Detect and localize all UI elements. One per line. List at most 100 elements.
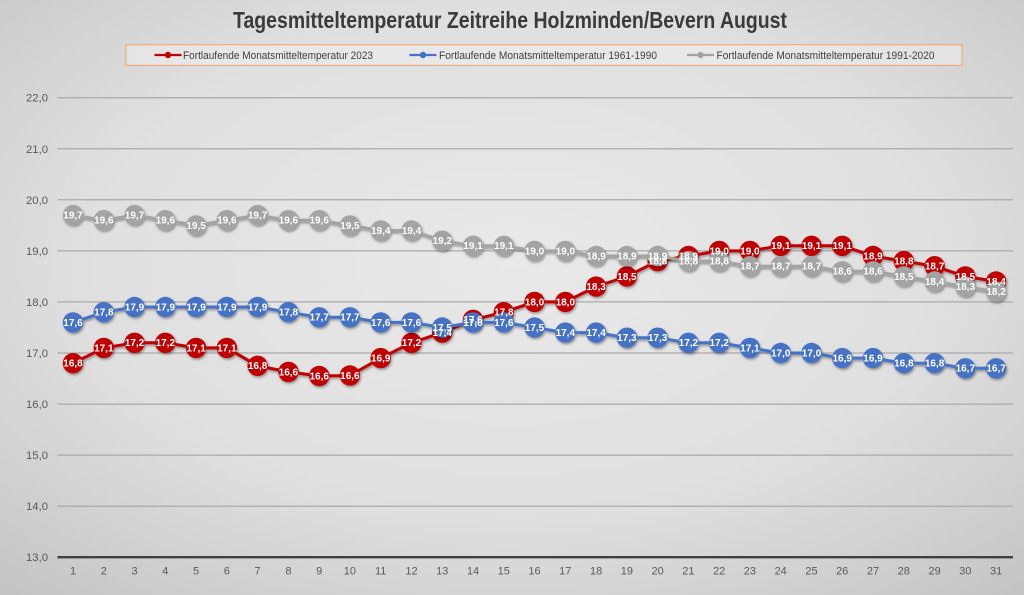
svg-text:17,5: 17,5: [525, 323, 545, 334]
svg-text:19: 19: [621, 566, 633, 578]
svg-text:17,6: 17,6: [63, 318, 83, 329]
svg-text:14: 14: [467, 566, 479, 578]
svg-text:10: 10: [344, 566, 356, 578]
svg-text:18,0: 18,0: [26, 297, 48, 309]
svg-text:4: 4: [162, 566, 168, 578]
svg-text:23: 23: [744, 566, 756, 578]
svg-text:18,0: 18,0: [525, 297, 545, 308]
svg-text:17,7: 17,7: [340, 313, 360, 324]
svg-text:19,5: 19,5: [340, 221, 360, 232]
svg-text:18,6: 18,6: [832, 267, 852, 278]
svg-text:19,0: 19,0: [525, 246, 545, 257]
svg-text:17,9: 17,9: [186, 302, 206, 313]
svg-text:18,9: 18,9: [617, 251, 637, 262]
svg-text:18,8: 18,8: [679, 257, 699, 268]
svg-text:22: 22: [713, 566, 725, 578]
svg-text:19,6: 19,6: [279, 216, 299, 227]
svg-text:21,0: 21,0: [26, 144, 48, 156]
svg-text:16,8: 16,8: [63, 359, 83, 370]
svg-text:18,9: 18,9: [648, 251, 668, 262]
svg-text:17,9: 17,9: [156, 302, 176, 313]
svg-text:17,8: 17,8: [494, 308, 514, 319]
svg-text:30: 30: [959, 566, 971, 578]
svg-text:19,1: 19,1: [832, 241, 852, 252]
svg-text:3: 3: [131, 566, 137, 578]
svg-text:16,7: 16,7: [986, 364, 1006, 375]
svg-text:16,6: 16,6: [279, 367, 299, 378]
svg-text:Fortlaufende Monatsmitteltempe: Fortlaufende Monatsmitteltemperatur 1991…: [717, 50, 935, 62]
svg-text:31: 31: [990, 566, 1002, 578]
svg-text:18,7: 18,7: [771, 262, 791, 273]
svg-text:19,1: 19,1: [494, 241, 514, 252]
svg-text:17,9: 17,9: [125, 302, 145, 313]
svg-text:18,8: 18,8: [894, 257, 914, 268]
svg-text:22,0: 22,0: [26, 93, 48, 105]
svg-text:19,6: 19,6: [94, 216, 114, 227]
svg-text:5: 5: [193, 566, 199, 578]
svg-text:19,0: 19,0: [709, 246, 729, 257]
svg-text:19,0: 19,0: [556, 246, 576, 257]
svg-text:16,8: 16,8: [925, 359, 945, 370]
svg-text:8: 8: [285, 566, 291, 578]
svg-text:17,6: 17,6: [402, 318, 422, 329]
svg-text:20,0: 20,0: [26, 195, 48, 207]
svg-text:17,8: 17,8: [94, 308, 114, 319]
svg-text:17,4: 17,4: [586, 328, 606, 339]
svg-text:18,2: 18,2: [986, 287, 1006, 298]
svg-text:16,9: 16,9: [371, 354, 391, 365]
svg-text:18,5: 18,5: [894, 272, 914, 283]
svg-text:18,9: 18,9: [679, 251, 699, 262]
svg-text:16,9: 16,9: [863, 354, 883, 365]
svg-text:16,6: 16,6: [309, 371, 329, 382]
svg-text:15,0: 15,0: [26, 450, 48, 462]
svg-text:13: 13: [436, 566, 448, 578]
svg-text:14,0: 14,0: [26, 501, 48, 513]
svg-text:17,5: 17,5: [432, 323, 452, 334]
svg-text:15: 15: [498, 566, 510, 578]
svg-text:24: 24: [775, 566, 787, 578]
svg-text:18,3: 18,3: [956, 282, 976, 293]
svg-text:17,1: 17,1: [94, 343, 114, 354]
svg-text:13,0: 13,0: [26, 552, 48, 564]
svg-text:17,9: 17,9: [217, 302, 237, 313]
svg-text:19,6: 19,6: [156, 216, 176, 227]
svg-text:29: 29: [928, 566, 940, 578]
svg-text:16,8: 16,8: [894, 359, 914, 370]
svg-text:17,4: 17,4: [556, 328, 576, 339]
svg-text:16,7: 16,7: [956, 364, 976, 375]
svg-text:17,9: 17,9: [248, 302, 268, 313]
svg-text:17,2: 17,2: [709, 338, 729, 349]
svg-text:18,7: 18,7: [802, 262, 822, 273]
svg-text:17,1: 17,1: [217, 343, 237, 354]
svg-text:19,6: 19,6: [217, 216, 237, 227]
svg-text:17,6: 17,6: [494, 318, 514, 329]
svg-text:11: 11: [375, 566, 386, 578]
svg-text:26: 26: [836, 566, 848, 578]
svg-text:27: 27: [867, 566, 879, 578]
svg-text:17,1: 17,1: [186, 343, 206, 354]
svg-text:17,2: 17,2: [402, 338, 422, 349]
svg-text:19,0: 19,0: [740, 246, 760, 257]
svg-text:17,3: 17,3: [648, 333, 668, 344]
svg-text:6: 6: [224, 566, 230, 578]
svg-text:17,2: 17,2: [679, 338, 699, 349]
svg-text:18,0: 18,0: [556, 297, 576, 308]
svg-text:17,3: 17,3: [617, 333, 637, 344]
svg-text:19,7: 19,7: [125, 211, 145, 222]
svg-text:18,4: 18,4: [925, 277, 945, 288]
svg-text:19,4: 19,4: [402, 226, 422, 237]
svg-text:1: 1: [70, 566, 76, 578]
svg-text:Fortlaufende Monatsmitteltempe: Fortlaufende Monatsmitteltemperatur 2023: [183, 50, 373, 62]
svg-text:16,8: 16,8: [248, 361, 268, 372]
svg-text:18,8: 18,8: [648, 257, 668, 268]
svg-text:17,2: 17,2: [125, 338, 145, 349]
svg-text:17,0: 17,0: [802, 348, 822, 359]
svg-text:16,0: 16,0: [26, 399, 48, 411]
svg-text:Tagesmitteltemperatur Zeitreih: Tagesmitteltemperatur Zeitreihe Holzmind…: [233, 7, 787, 33]
svg-text:18,6: 18,6: [863, 267, 883, 278]
svg-text:18,5: 18,5: [617, 272, 637, 283]
svg-text:18,7: 18,7: [740, 262, 760, 273]
svg-text:19,7: 19,7: [248, 211, 268, 222]
svg-text:2: 2: [101, 566, 107, 578]
svg-text:28: 28: [898, 566, 910, 578]
